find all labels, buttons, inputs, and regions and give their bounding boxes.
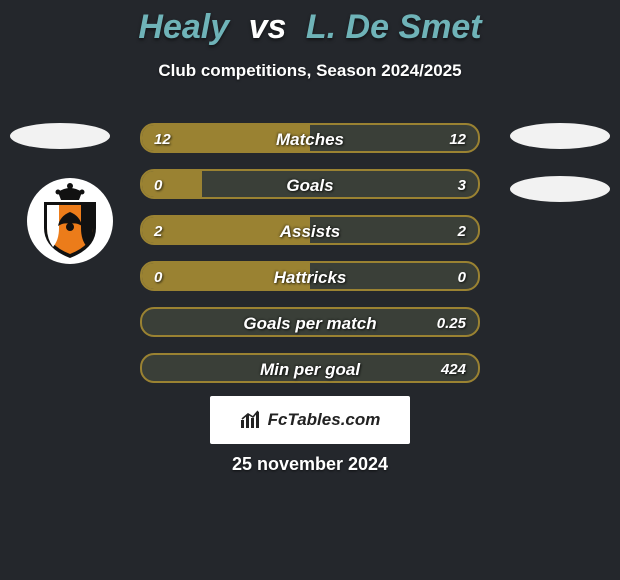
- stat-value-player2: 3: [458, 171, 466, 201]
- stat-label: Matches: [142, 125, 478, 155]
- stat-row: Min per goal424: [140, 353, 480, 383]
- stat-row: Matches12 12: [140, 123, 480, 153]
- vs-label: vs: [249, 8, 287, 47]
- stat-label: Goals per match: [142, 309, 478, 339]
- stat-value-player2: 424: [441, 355, 466, 385]
- stat-bars: Matches1212Goals03Assists22Hattricks00Go…: [140, 123, 480, 399]
- stat-label: Hattricks: [142, 263, 478, 293]
- stat-label: Assists: [142, 217, 478, 247]
- stat-value-player1: 0: [154, 263, 162, 293]
- subtitle: Club competitions, Season 2024/2025: [0, 61, 620, 81]
- player1-name: Healy: [138, 8, 229, 47]
- club-shield-icon: [34, 182, 106, 260]
- chart-bars-icon: [240, 410, 262, 430]
- club-logo: [27, 178, 113, 264]
- stat-row: Assists2 2: [140, 215, 480, 245]
- player2-badge-oval-2: [510, 176, 610, 202]
- stat-row: Hattricks0 0: [140, 261, 480, 291]
- stat-value-player2: 12: [449, 125, 466, 155]
- stat-value-player2: 0: [458, 263, 466, 293]
- brand-box: FcTables.com: [210, 396, 410, 444]
- stat-row: Goals per match0.25: [140, 307, 480, 337]
- stat-value-player1: 0: [154, 171, 162, 201]
- stat-value-player2: 0.25: [437, 309, 466, 339]
- date-label: 25 november 2024: [0, 454, 620, 475]
- stat-value-player1: 12: [154, 125, 171, 155]
- comparison-title: Healy vs L. De Smet: [0, 0, 620, 47]
- player1-badge-oval: [10, 123, 110, 149]
- brand-text: FcTables.com: [268, 410, 381, 430]
- stat-row: Goals0 3: [140, 169, 480, 199]
- player2-badge-oval-1: [510, 123, 610, 149]
- stat-label: Min per goal: [142, 355, 478, 385]
- stat-value-player1: 2: [154, 217, 162, 247]
- stat-value-player2: 2: [458, 217, 466, 247]
- player2-name: L. De Smet: [306, 8, 482, 47]
- stat-label: Goals: [142, 171, 478, 201]
